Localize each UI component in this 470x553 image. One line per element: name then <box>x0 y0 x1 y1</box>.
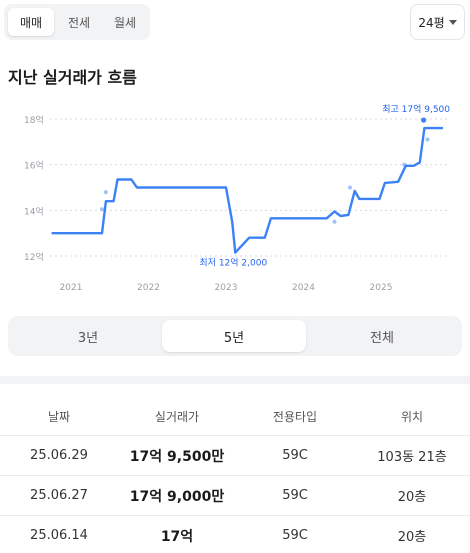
y-tick-label: 18억 <box>24 114 44 126</box>
scatter-point <box>332 219 337 224</box>
max-point <box>421 117 427 123</box>
row-price: 17억 9,500만 <box>129 448 225 465</box>
scatter-point <box>348 185 352 190</box>
period-all[interactable]: 전체 <box>370 330 394 346</box>
transaction-table: 날짜 실거래가 전용타입 위치 25.06.29 17억 9,500만 59C … <box>0 398 470 553</box>
header-location: 위치 <box>400 410 424 424</box>
x-tick-label: 2024 <box>292 283 315 293</box>
chevron-down-icon <box>448 19 457 25</box>
pyeong-dropdown[interactable]: 24평 <box>410 4 465 40</box>
top-bar: 매매 전세 월세 24평 <box>0 0 470 46</box>
header-type: 전용타입 <box>272 410 318 424</box>
y-tick-label: 12억 <box>24 251 44 263</box>
pyeong-label: 24평 <box>418 15 445 30</box>
row-date: 25.06.29 <box>30 448 88 463</box>
period-5y[interactable]: 5년 <box>162 320 306 352</box>
series-line <box>51 126 443 254</box>
scatter-point <box>100 207 104 212</box>
max-annotation: 최고 17억 9,500 <box>382 103 450 115</box>
header-date: 날짜 <box>47 410 71 424</box>
row-date: 25.06.14 <box>30 528 88 543</box>
x-tick-label: 2022 <box>137 283 160 293</box>
x-tick-label: 2025 <box>370 283 393 293</box>
period-3y[interactable]: 3년 <box>77 330 99 346</box>
table-header: 날짜 실거래가 전용타입 위치 <box>0 398 470 436</box>
row-location: 20층 <box>397 530 427 545</box>
row-type: 59C <box>282 488 308 503</box>
section-title: 지난 실거래가 흐름 <box>8 68 137 87</box>
row-type: 59C <box>282 528 308 543</box>
row-date: 25.06.27 <box>30 488 88 503</box>
table-row[interactable]: 25.06.27 17억 9,000만 59C 20층 <box>0 476 470 516</box>
row-type: 59C <box>282 448 308 463</box>
section-divider <box>0 376 470 384</box>
min-annotation: 최저 12억 2,000 <box>199 256 267 268</box>
row-location: 103동 21층 <box>377 450 447 465</box>
trade-type-segment: 매매 전세 월세 <box>4 4 150 40</box>
scatter-point <box>425 137 430 142</box>
scatter-point <box>103 190 108 195</box>
tab-sale[interactable]: 매매 <box>8 8 54 36</box>
price-trend-chart: 12억 14억 16억 18억 2021 2022 2023 2024 2025 최고 17억 9… <box>24 103 450 293</box>
header-price: 실거래가 <box>154 410 200 424</box>
x-tick-label: 2021 <box>60 283 83 293</box>
table-row[interactable]: 25.06.29 17억 9,500만 59C 103동 21층 <box>0 436 470 476</box>
tab-jeonse[interactable]: 전세 <box>67 15 91 30</box>
row-location: 20층 <box>397 490 427 505</box>
row-price: 17억 <box>160 528 194 545</box>
y-tick-label: 14억 <box>24 205 44 217</box>
row-price: 17억 9,000만 <box>129 488 225 505</box>
tab-monthly-rent[interactable]: 월세 <box>113 15 137 30</box>
period-segment: 3년 5년 전체 <box>8 316 462 356</box>
x-tick-label: 2023 <box>215 283 238 293</box>
y-tick-label: 16억 <box>24 160 44 172</box>
table-row[interactable]: 25.06.14 17억 59C 20층 <box>0 516 470 553</box>
